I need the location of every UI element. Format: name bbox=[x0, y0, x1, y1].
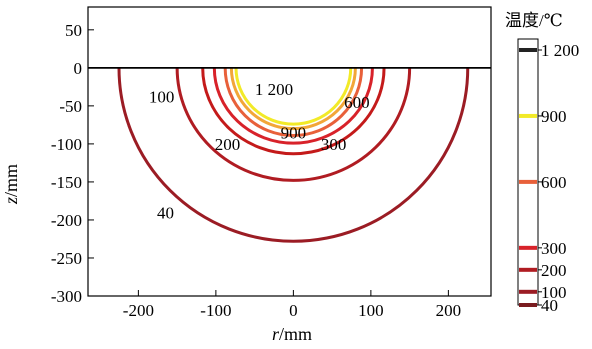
x-axis-ticks: -200 -100 0 100 200 bbox=[123, 290, 461, 320]
colorbar-tick-label: 100 bbox=[541, 283, 567, 302]
y-tick-label: 50 bbox=[65, 21, 82, 40]
plot-frame bbox=[87, 6, 492, 297]
colorbar-band-600 bbox=[519, 179, 537, 184]
x-tick-label: -100 bbox=[200, 301, 231, 320]
y-tick-label: -200 bbox=[51, 211, 82, 230]
x-tick-label: 100 bbox=[358, 301, 384, 320]
y-tick-label: -300 bbox=[51, 287, 82, 306]
colorbar-band-100 bbox=[519, 289, 537, 294]
contour-100 bbox=[175, 67, 412, 182]
x-axis-variable: r bbox=[272, 324, 280, 344]
colorbar-band-1200 bbox=[519, 47, 537, 52]
contour-label-600: 600 bbox=[344, 93, 370, 112]
contour-900 bbox=[229, 67, 357, 131]
contour-label-200: 200 bbox=[215, 135, 241, 154]
y-axis-ticks: 50 0 -50 -100 -150 -200 -250 -300 bbox=[51, 21, 94, 306]
colorbar-frame bbox=[517, 38, 539, 306]
contour-300 bbox=[212, 67, 374, 145]
contour-600 bbox=[223, 67, 364, 138]
y-axis-label: z/mm bbox=[1, 164, 21, 205]
contour-lines bbox=[117, 67, 470, 243]
x-tick-label: 0 bbox=[289, 301, 298, 320]
colorbar-tick-label: 1 200 bbox=[541, 41, 579, 60]
contour-label-1200: 1 200 bbox=[255, 80, 293, 99]
contour-labels: 40 100 200 300 600 900 1 200 bbox=[149, 80, 370, 222]
x-tick-label: 200 bbox=[436, 301, 462, 320]
y-tick-label: 0 bbox=[74, 59, 83, 78]
colorbar-tick-label: 600 bbox=[541, 173, 567, 192]
contour-label-40: 40 bbox=[157, 203, 174, 222]
y-axis-unit: /mm bbox=[1, 164, 21, 197]
contour-label-300: 300 bbox=[321, 135, 347, 154]
y-tick-label: -250 bbox=[51, 249, 82, 268]
x-axis-label: r/mm bbox=[272, 324, 312, 344]
colorbar-tick-label: 200 bbox=[541, 261, 567, 280]
contour-label-900: 900 bbox=[281, 123, 307, 142]
colorbar-band-900 bbox=[519, 113, 537, 118]
contour-40 bbox=[117, 67, 470, 243]
y-tick-label: -50 bbox=[59, 97, 82, 116]
x-axis-unit: /mm bbox=[279, 324, 312, 344]
colorbar-tick-label: 900 bbox=[541, 107, 567, 126]
y-axis-variable: z bbox=[1, 197, 21, 205]
colorbar-band-200 bbox=[519, 267, 537, 272]
colorbar-title: 温度/℃ bbox=[505, 11, 563, 30]
y-tick-label: -150 bbox=[51, 173, 82, 192]
contour-200 bbox=[201, 67, 386, 156]
colorbar-tick-label: 300 bbox=[541, 239, 567, 258]
x-tick-label: -200 bbox=[123, 301, 154, 320]
colorbar-band-300 bbox=[519, 245, 537, 250]
colorbar-band-40 bbox=[519, 303, 537, 307]
colorbar-tick-label: 40 bbox=[541, 296, 558, 315]
contour-1200 bbox=[234, 67, 353, 126]
y-tick-label: -100 bbox=[51, 135, 82, 154]
contour-label-100: 100 bbox=[149, 88, 175, 107]
